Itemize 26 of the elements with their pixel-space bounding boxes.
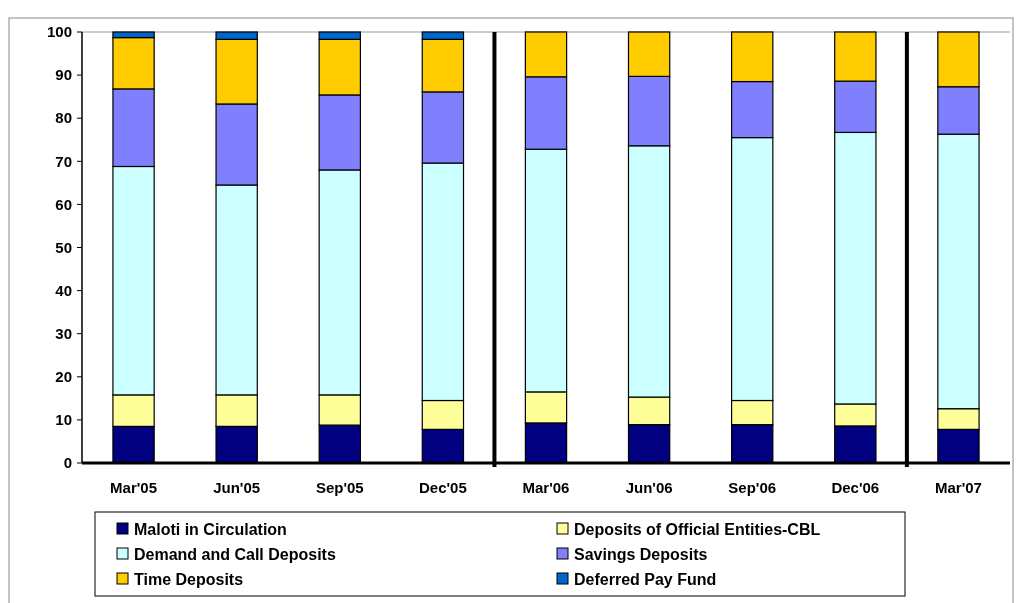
y-tick-label: 40 (55, 281, 72, 299)
y-tick-label: 0 (63, 454, 72, 472)
x-tick-label: Mar'07 (934, 479, 982, 496)
y-tick-label: 30 (55, 324, 72, 342)
legend-label: Deferred Pay Fund (574, 570, 717, 588)
y-tick-label: 80 (55, 109, 72, 127)
legend-label: Time Deposits (134, 570, 244, 588)
x-tick-label: Sep'05 (315, 479, 364, 496)
x-tick-label: Jun'05 (213, 479, 261, 496)
x-tick-label: Jun'06 (625, 479, 673, 496)
legend-label: Savings Deposits (574, 545, 708, 563)
x-tick-label: Mar'06 (522, 479, 570, 496)
x-tick-label: Dec'05 (419, 479, 467, 496)
legend-label: Deposits of Official Entities-CBL (574, 520, 821, 538)
x-tick-label: Mar'05 (110, 479, 158, 496)
x-tick-label: Dec'06 (831, 479, 880, 496)
y-tick-label: 70 (55, 152, 72, 170)
y-tick-label: 100 (46, 23, 72, 41)
y-tick-label: 20 (55, 368, 72, 386)
x-tick-label: Sep'06 (728, 479, 777, 496)
y-tick-label: 50 (55, 238, 72, 256)
y-tick-label: 60 (55, 195, 72, 213)
y-tick-label: 90 (55, 66, 72, 84)
legend-label: Demand and Call Deposits (134, 545, 336, 563)
y-tick-label: 10 (55, 411, 72, 429)
legend-label: Maloti in Circulation (134, 520, 287, 538)
